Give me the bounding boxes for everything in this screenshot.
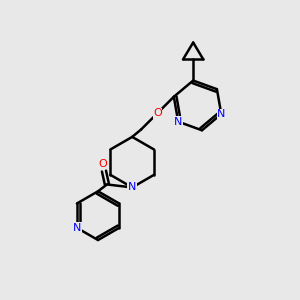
Text: N: N bbox=[128, 182, 136, 192]
Text: O: O bbox=[98, 159, 107, 169]
Text: O: O bbox=[153, 108, 162, 118]
Text: N: N bbox=[217, 109, 226, 119]
Text: N: N bbox=[174, 117, 182, 127]
Text: N: N bbox=[73, 223, 81, 233]
